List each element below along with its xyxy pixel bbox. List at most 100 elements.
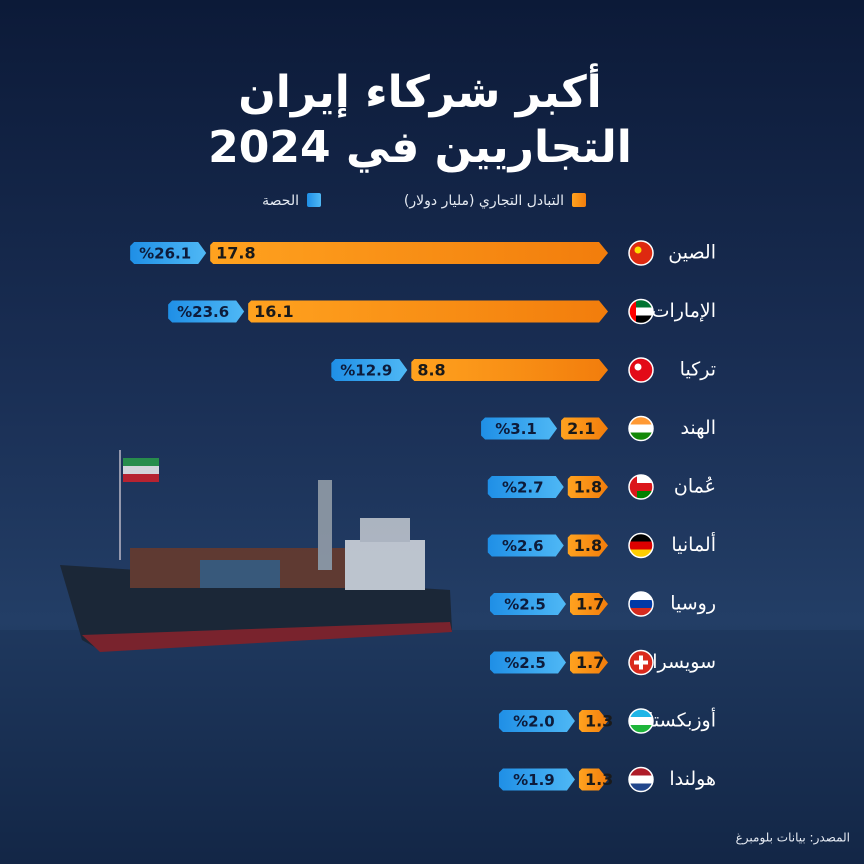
flag-stripe bbox=[629, 307, 653, 316]
flag-stripe bbox=[629, 424, 653, 433]
flag-stripe bbox=[629, 315, 653, 324]
flag-emblem bbox=[634, 363, 642, 371]
value-label: 8.8 bbox=[417, 361, 445, 380]
flag-emblem bbox=[634, 660, 648, 665]
flag-icon bbox=[628, 474, 654, 500]
value-label: 17.8 bbox=[216, 244, 255, 263]
flag-icon bbox=[628, 708, 654, 734]
share-label: %2.5 bbox=[504, 654, 546, 672]
flag-icon bbox=[628, 415, 654, 442]
bar bbox=[578, 768, 608, 791]
value-label: 1.8 bbox=[574, 536, 602, 555]
flag-stripe bbox=[629, 541, 653, 550]
category-label: الهند bbox=[680, 417, 716, 439]
share-tag bbox=[490, 593, 567, 615]
flag-ring bbox=[628, 532, 654, 559]
flag-fill bbox=[629, 416, 653, 441]
share-tag bbox=[481, 417, 558, 440]
flag-ring bbox=[628, 415, 654, 442]
share-tag bbox=[487, 534, 564, 557]
flag-stripe bbox=[629, 608, 653, 616]
category-label: ألمانيا bbox=[671, 532, 716, 556]
bar bbox=[578, 710, 608, 732]
flag-stripe bbox=[629, 483, 653, 491]
flag-icon bbox=[628, 591, 654, 617]
flag-stripe bbox=[629, 475, 653, 483]
flag-icon bbox=[628, 532, 654, 559]
bar bbox=[248, 300, 609, 323]
flag-icon bbox=[628, 649, 654, 676]
bar bbox=[570, 593, 608, 615]
flag-ring bbox=[628, 649, 654, 676]
value-label: 1.7 bbox=[576, 653, 604, 672]
flag-stripe bbox=[629, 549, 653, 558]
bar bbox=[567, 534, 608, 557]
flag-stripe bbox=[629, 717, 653, 726]
category-label: عُمان bbox=[674, 476, 716, 498]
flag-stripe bbox=[629, 592, 653, 601]
bar bbox=[561, 417, 608, 440]
flag-stripe bbox=[629, 600, 653, 609]
share-label: %23.6 bbox=[177, 303, 229, 321]
share-label: %1.9 bbox=[513, 771, 555, 789]
source-note: المصدر: بيانات بلومبرغ bbox=[736, 831, 850, 846]
flag-stripe bbox=[629, 775, 653, 784]
category-label: تركيا bbox=[680, 359, 716, 381]
flag-icon bbox=[628, 240, 654, 266]
category-label: روسيا bbox=[670, 593, 716, 615]
flag-fill bbox=[629, 533, 653, 558]
flag-stripe bbox=[629, 725, 653, 733]
flag-stripe bbox=[629, 491, 653, 499]
flag-stripe bbox=[629, 709, 653, 718]
flag-ring bbox=[628, 240, 654, 266]
category-label: الصين bbox=[668, 242, 716, 264]
category-label: الإمارات bbox=[652, 300, 716, 322]
flag-ring bbox=[628, 474, 654, 500]
flag-fill bbox=[629, 475, 653, 499]
flag-ring bbox=[628, 357, 654, 383]
legend-swatch bbox=[307, 193, 321, 207]
flag-stripe bbox=[629, 432, 653, 441]
flag-stripe bbox=[629, 299, 636, 324]
flag-fill bbox=[629, 299, 653, 324]
flag-ring bbox=[628, 708, 654, 734]
legend-label: الحصة bbox=[262, 193, 299, 209]
share-label: %26.1 bbox=[139, 245, 191, 263]
flag-fill bbox=[629, 767, 653, 792]
share-tag bbox=[331, 359, 408, 381]
flag-fill bbox=[629, 709, 653, 733]
flag-icon bbox=[628, 766, 654, 793]
share-tag bbox=[168, 300, 245, 323]
flag-ring bbox=[628, 298, 654, 325]
share-tag bbox=[487, 476, 564, 498]
flag-ring bbox=[628, 591, 654, 617]
flag-stripe bbox=[629, 533, 653, 542]
bar bbox=[210, 242, 609, 264]
flag-emblem bbox=[634, 246, 642, 254]
value-label: 16.1 bbox=[254, 302, 293, 321]
share-label: %2.6 bbox=[502, 537, 544, 555]
bar bbox=[411, 359, 608, 381]
flag-icon bbox=[628, 357, 654, 383]
bar bbox=[567, 476, 608, 498]
value-label: 1.8 bbox=[574, 478, 602, 497]
value-label: 1.3 bbox=[585, 712, 613, 731]
ship-illustration bbox=[0, 450, 864, 864]
category-label: سويسرا bbox=[652, 651, 716, 673]
share-label: %2.7 bbox=[502, 479, 544, 497]
share-tag bbox=[498, 710, 575, 732]
flag-stripe bbox=[629, 416, 653, 425]
flag-stripe bbox=[629, 783, 653, 792]
flag-icon bbox=[628, 298, 654, 325]
flag-stripe bbox=[629, 475, 637, 499]
share-tag bbox=[498, 768, 575, 791]
chart-title: أكبر شركاء إيران bbox=[238, 63, 602, 118]
flag-fill bbox=[629, 592, 653, 616]
category-label: هولندا bbox=[669, 768, 716, 790]
share-label: %12.9 bbox=[340, 362, 392, 380]
flag-stripe bbox=[629, 299, 653, 308]
share-tag bbox=[130, 242, 207, 264]
bar bbox=[570, 651, 608, 674]
flag-ring bbox=[628, 766, 654, 793]
